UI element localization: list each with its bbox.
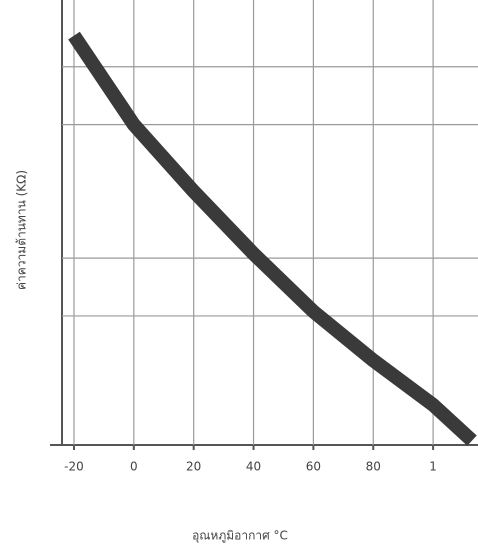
- x-axis-label: อุณหภูมิอากาศ °C: [192, 529, 288, 544]
- x-tick-label: 80: [366, 460, 381, 474]
- x-tick-label: -20: [64, 460, 84, 474]
- data-line: [68, 31, 477, 446]
- x-tick-label: 20: [186, 460, 201, 474]
- y-axis-label: ค่าความต้านทาน (KΩ): [15, 170, 29, 290]
- x-tick-label: 1: [429, 460, 437, 474]
- x-tick-label: 60: [306, 460, 321, 474]
- x-tick-label: 0: [130, 460, 138, 474]
- x-tick-label: 40: [246, 460, 261, 474]
